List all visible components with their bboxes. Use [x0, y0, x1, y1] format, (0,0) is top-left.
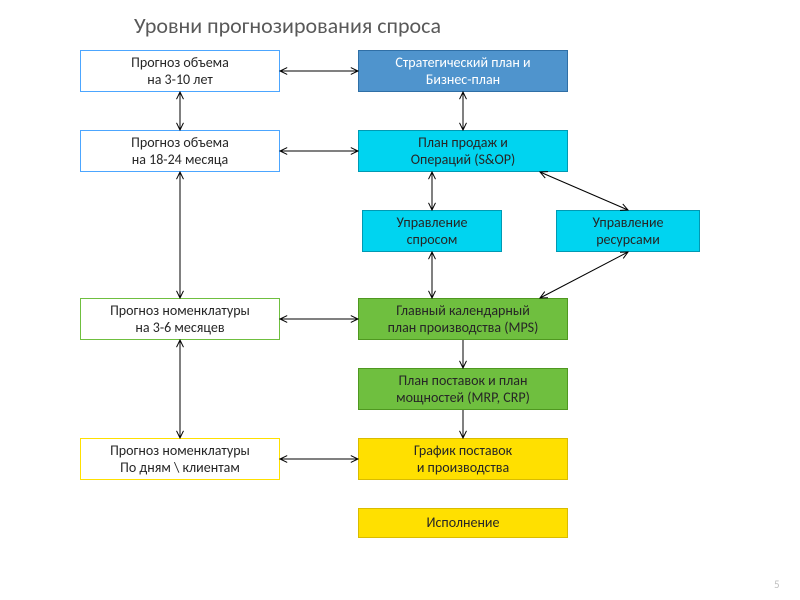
box-exec: Исполнение: [358, 508, 568, 538]
box-text: По дням \ клиентам: [110, 459, 250, 477]
connector-3: [270, 449, 368, 469]
box-text: Прогноз объема: [131, 134, 229, 152]
box-text: на 3-6 месяцев: [110, 319, 250, 337]
box-l3: Прогноз номенклатурына 3-6 месяцев: [80, 298, 280, 340]
box-l4: Прогноз номенклатурыПо дням \ клиентам: [80, 438, 280, 480]
box-text: Управление: [397, 214, 468, 232]
box-text: План продаж и: [411, 134, 515, 152]
box-text: спросом: [397, 231, 468, 249]
connector-5: [170, 162, 190, 308]
box-mps: Главный календарныйплан производства (MP…: [358, 298, 568, 340]
page-title: Уровни прогнозирования спроса: [134, 12, 441, 39]
box-text: Прогноз объема: [131, 54, 229, 72]
box-text: и производства: [414, 459, 512, 477]
box-r1: Стратегический план иБизнес-план: [358, 50, 568, 92]
box-sched: График поставоки производства: [358, 438, 568, 480]
box-text: на 3-10 лет: [131, 71, 229, 89]
box-text: Прогноз номенклатуры: [110, 442, 250, 460]
connector-0: [270, 61, 368, 81]
box-text: Управление: [593, 214, 664, 232]
box-text: Исполнение: [427, 514, 500, 532]
connector-2: [270, 309, 368, 329]
box-mrp: План поставок и планмощностей (MRP, CRP): [358, 368, 568, 410]
box-text: мощностей (MRP, CRP): [396, 389, 530, 407]
box-text: План поставок и план: [396, 372, 530, 390]
box-text: Прогноз номенклатуры: [110, 302, 250, 320]
box-l2: Прогноз объемана 18-24 месяца: [80, 130, 280, 172]
box-text: на 18-24 месяца: [131, 151, 229, 169]
page-number: 5: [774, 578, 780, 591]
box-text: ресурсами: [593, 231, 664, 249]
box-l1: Прогноз объемана 3-10 лет: [80, 50, 280, 92]
box-text: График поставок: [414, 442, 512, 460]
connector-6: [170, 330, 190, 448]
box-rm: Управлениересурсами: [556, 210, 700, 252]
box-text: Главный календарный: [388, 302, 539, 320]
connector-1: [270, 141, 368, 161]
box-r2: План продаж иОпераций (S&OP): [358, 130, 568, 172]
box-text: Стратегический план и: [395, 54, 530, 72]
box-text: план производства (MPS): [388, 319, 539, 337]
box-text: Операций (S&OP): [411, 151, 515, 169]
box-dm: Управлениеспросом: [362, 210, 502, 252]
box-text: Бизнес-план: [395, 71, 530, 89]
